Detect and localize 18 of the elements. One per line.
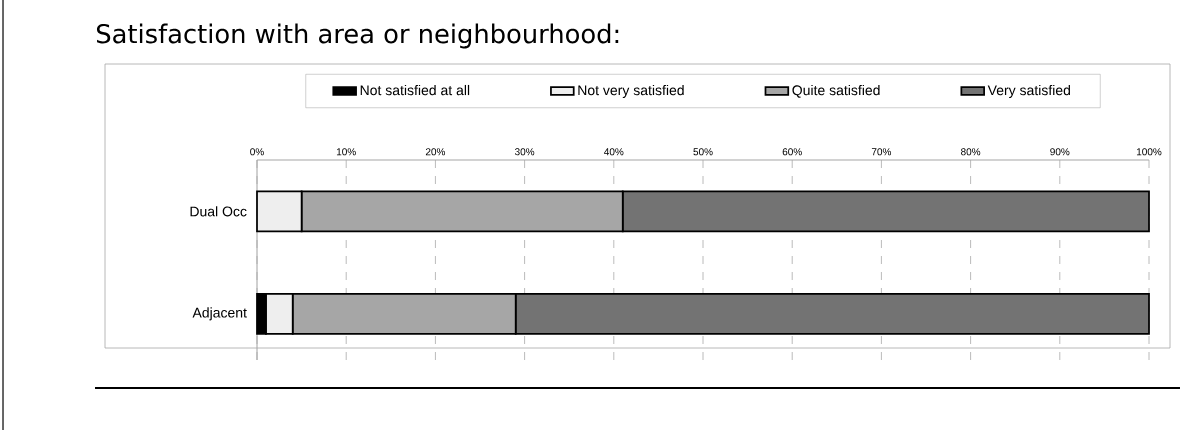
chart-title: Satisfaction with area or neighbourhood: (96, 23, 619, 49)
y-tick-label: Dual Occ (190, 206, 247, 217)
x-tick-label: 100% (1136, 148, 1162, 156)
legend-label: Very satisfied (987, 84, 1070, 98)
x-tick-label: 0% (250, 148, 264, 156)
legend-label: Not satisfied at all (360, 84, 470, 96)
x-tick-label: 10% (336, 148, 356, 156)
x-tick-label: 40% (604, 148, 624, 156)
x-tick-label: 80% (961, 148, 981, 156)
legend-label: Quite satisfied (792, 84, 880, 98)
y-tick-label: Adjacent (192, 307, 247, 321)
x-tick-label: 90% (1050, 148, 1070, 156)
x-tick-label: 50% (693, 148, 713, 156)
x-tick-label: 30% (514, 148, 535, 156)
x-tick-label: 60% (782, 148, 802, 156)
x-tick-label: 70% (871, 148, 892, 156)
x-tick-label: 20% (425, 148, 446, 156)
legend-label: Not very satisfied (578, 84, 684, 98)
